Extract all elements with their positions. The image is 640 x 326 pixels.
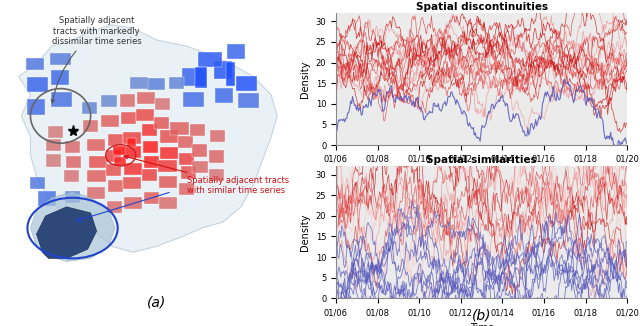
Bar [124,163,142,175]
Bar [136,92,155,104]
Bar [120,95,135,107]
Bar [114,157,126,166]
Bar [226,62,235,86]
Bar [106,164,122,176]
Text: (b): (b) [472,309,491,323]
Bar [214,61,232,79]
Bar [179,183,194,195]
Text: (a): (a) [147,296,166,310]
Bar [209,150,224,163]
Bar [106,150,121,162]
Bar [123,146,141,158]
Bar [50,53,71,65]
Bar [88,156,107,168]
Bar [46,155,61,167]
Bar [170,123,189,135]
Bar [147,78,165,90]
Bar [108,180,123,192]
Bar [123,177,141,189]
Bar [45,139,61,151]
Bar [143,156,159,169]
Bar [178,136,193,148]
Bar [26,58,44,70]
Bar [123,132,141,144]
Polygon shape [19,25,277,252]
Bar [145,192,159,204]
Bar [108,134,123,146]
Bar [107,201,122,214]
Bar [124,197,143,210]
Bar [209,169,224,181]
Title: Spatial similarities: Spatial similarities [426,156,537,166]
Bar [183,92,204,107]
Bar [101,115,119,127]
Bar [142,124,157,136]
Bar [65,191,80,203]
Bar [195,67,207,88]
Bar [142,169,157,181]
Bar [130,77,148,89]
Bar [215,88,233,103]
X-axis label: Time: Time [470,322,493,326]
Bar [83,120,99,132]
Bar [159,160,177,172]
Bar [48,126,63,138]
Title: Spatial discontinuities: Spatial discontinuities [415,2,548,12]
Bar [160,147,178,159]
Bar [88,170,106,182]
Bar [154,117,169,129]
Bar [65,141,80,153]
Bar [30,177,45,189]
Bar [237,93,259,108]
Bar [179,153,194,165]
Bar [87,187,105,199]
Bar [193,161,207,173]
Bar [38,191,56,206]
Bar [127,138,136,147]
Text: Spatially adjacent tracts
with similar time series: Spatially adjacent tracts with similar t… [125,156,289,195]
Bar [182,68,206,86]
Y-axis label: Density: Density [300,60,310,98]
Bar [227,44,245,59]
Bar [87,139,106,151]
Bar [113,146,125,155]
Bar [51,70,69,85]
Bar [156,98,170,110]
Bar [102,95,116,107]
Bar [27,77,48,92]
Bar [159,176,177,188]
Bar [159,197,177,209]
Bar [27,99,45,115]
Bar [136,109,154,121]
Polygon shape [31,192,115,261]
Bar [120,112,136,124]
Bar [143,141,158,153]
Bar [190,124,205,136]
Bar [180,167,196,179]
Bar [192,144,207,156]
Polygon shape [36,207,97,259]
Bar [66,156,81,168]
Bar [210,130,225,142]
Bar [65,170,79,183]
Text: Spatially adjacent
tracts with markedly
dissimilar time series: Spatially adjacent tracts with markedly … [51,16,141,103]
Bar [51,92,72,107]
Bar [169,77,184,89]
Bar [198,52,222,67]
Bar [236,76,257,91]
X-axis label: Time: Time [470,169,493,179]
Y-axis label: Density: Density [300,214,310,251]
Bar [83,102,97,114]
Bar [160,130,178,142]
